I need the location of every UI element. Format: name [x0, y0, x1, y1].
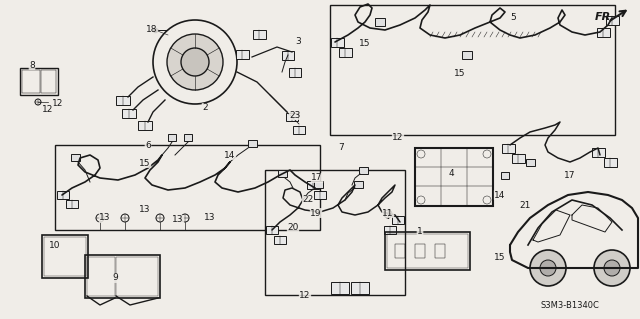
Bar [339, 48, 351, 56]
Bar [184, 133, 192, 140]
Bar [236, 49, 248, 58]
Bar [116, 257, 158, 296]
Text: 12: 12 [42, 106, 54, 115]
Bar [116, 95, 130, 105]
Text: 23: 23 [289, 110, 301, 120]
Text: 4: 4 [448, 168, 454, 177]
Bar [314, 191, 326, 199]
Bar [289, 68, 301, 77]
Bar [42, 235, 88, 278]
Text: 6: 6 [145, 140, 151, 150]
Bar [384, 226, 396, 234]
Bar [168, 133, 176, 140]
Text: S3M3-B1340C: S3M3-B1340C [541, 301, 600, 310]
Text: 13: 13 [204, 213, 216, 222]
Bar [293, 126, 305, 134]
Text: 10: 10 [49, 241, 61, 249]
Bar [330, 38, 344, 47]
Text: 15: 15 [454, 69, 466, 78]
Text: 17: 17 [311, 174, 323, 182]
Text: 22: 22 [302, 196, 314, 204]
Bar [353, 181, 362, 188]
Bar [387, 234, 468, 268]
Bar [462, 51, 472, 59]
Bar [265, 170, 405, 295]
Bar [253, 29, 266, 39]
Text: 15: 15 [494, 254, 506, 263]
Text: 19: 19 [310, 209, 322, 218]
Text: 12: 12 [52, 100, 63, 108]
Text: FR.: FR. [595, 12, 616, 22]
Bar [122, 108, 136, 117]
Bar [604, 158, 616, 167]
Bar [274, 236, 286, 244]
Text: 17: 17 [564, 170, 576, 180]
Bar [435, 244, 445, 258]
Text: 12: 12 [300, 291, 310, 300]
Text: 13: 13 [140, 205, 151, 214]
Bar [44, 237, 86, 276]
Bar [330, 5, 615, 135]
Text: 9: 9 [112, 273, 118, 283]
Bar [307, 181, 319, 189]
Bar [278, 169, 287, 176]
Bar [511, 153, 525, 162]
Text: 11: 11 [382, 209, 394, 218]
Text: 5: 5 [510, 13, 516, 23]
Text: 21: 21 [519, 201, 531, 210]
Text: 15: 15 [359, 39, 371, 48]
Bar [591, 147, 605, 157]
Text: 8: 8 [29, 61, 35, 70]
Bar [415, 244, 425, 258]
Bar [385, 232, 470, 270]
Bar [525, 159, 534, 166]
Circle shape [167, 34, 223, 90]
Text: 2: 2 [202, 103, 208, 113]
Bar [331, 282, 349, 294]
Text: 3: 3 [295, 38, 301, 47]
Bar [395, 244, 405, 258]
Bar [415, 148, 493, 206]
Bar [57, 191, 69, 199]
Text: 12: 12 [392, 133, 404, 143]
Bar [20, 68, 58, 95]
Bar [375, 18, 385, 26]
Text: 14: 14 [224, 151, 236, 160]
Circle shape [530, 250, 566, 286]
Bar [314, 181, 323, 188]
Bar [282, 50, 294, 60]
Bar [501, 172, 509, 179]
Bar [596, 27, 609, 36]
Bar [358, 167, 367, 174]
Bar [351, 282, 369, 294]
Bar [22, 70, 40, 93]
Text: 1: 1 [417, 227, 423, 236]
Text: 13: 13 [99, 213, 111, 222]
Bar [286, 113, 298, 121]
Bar [138, 121, 152, 130]
Text: 7: 7 [338, 144, 344, 152]
Bar [70, 153, 79, 160]
Circle shape [594, 250, 630, 286]
Bar [248, 139, 257, 146]
Text: 13: 13 [172, 216, 184, 225]
Circle shape [181, 48, 209, 76]
Text: 15: 15 [140, 159, 151, 167]
Bar [85, 255, 160, 298]
Bar [41, 70, 56, 93]
Text: 18: 18 [147, 26, 157, 34]
Bar [87, 257, 115, 296]
Text: 20: 20 [287, 224, 299, 233]
Bar [66, 200, 78, 208]
Circle shape [540, 260, 556, 276]
Bar [392, 216, 404, 224]
Bar [605, 16, 618, 25]
Bar [266, 226, 278, 234]
Circle shape [604, 260, 620, 276]
Bar [55, 145, 320, 230]
Bar [502, 144, 515, 152]
Text: 14: 14 [494, 190, 506, 199]
